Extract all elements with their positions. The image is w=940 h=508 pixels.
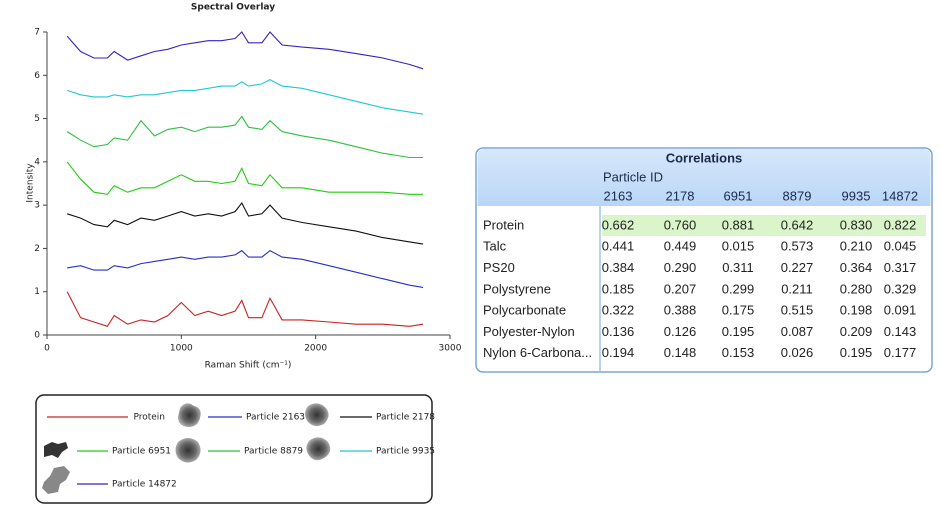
table-cell: 0.388 [664,303,697,318]
table-cell: 0.207 [664,281,697,296]
table-cell: 0.195 [840,345,873,360]
table-cell: 0.175 [722,303,755,318]
table-cell: 0.198 [840,303,873,318]
table-cell: 0.573 [781,239,814,254]
row-label: PS20 [483,260,515,275]
table-cell: 0.194 [602,345,635,360]
table-cell: 0.177 [884,345,917,360]
column-group-label: Particle ID [603,169,663,184]
table-cell: 0.045 [884,239,917,254]
table-cell: 0.384 [602,260,635,275]
table-cell: 0.329 [884,281,917,296]
table-cell: 0.227 [781,260,814,275]
table-cell: 0.662 [602,217,635,232]
particle-image [42,466,70,494]
table-cell: 0.515 [781,303,814,318]
y-tick-label: 4 [34,157,40,167]
legend-frame [35,394,433,504]
table-cell: 0.136 [602,324,635,339]
legend-label: Particle 14872 [112,480,177,490]
column-header: 2178 [666,188,695,203]
column-header: 6951 [724,188,753,203]
table-cell: 0.211 [781,281,813,296]
table-cell: 0.153 [722,345,755,360]
y-tick-label: 1 [34,287,40,297]
row-highlight [602,215,926,236]
table-cell: 0.210 [840,239,873,254]
table-cell: 0.091 [884,303,917,318]
y-tick-label: 3 [34,201,40,211]
table-cell: 0.317 [884,260,917,275]
table-cell: 0.087 [781,324,814,339]
particle-image [305,403,329,427]
column-header: 8879 [783,188,812,203]
row-label: Talc [483,239,507,254]
spectrum-line [66,31,424,70]
y-tick-label: 2 [34,244,40,254]
legend-label: Particle 9935 [376,447,435,457]
y-axis-label: Intensity [26,163,36,203]
table-cell: 0.830 [840,217,873,232]
x-tick-label: 3000 [439,344,462,354]
table-cell: 0.299 [722,281,755,296]
table-cell: 0.441 [602,239,635,254]
spectrum-line [66,161,424,195]
table-cell: 0.143 [884,324,917,339]
table-cell: 0.126 [664,324,697,339]
particle-image [306,437,331,461]
table-cell: 0.148 [664,345,697,360]
y-tick-label: 5 [34,114,40,124]
table-cell: 0.015 [722,239,755,254]
column-header: 14872 [882,188,918,203]
particle-image [175,438,201,463]
table-cell: 0.026 [781,345,814,360]
row-label: Polycarbonate [483,303,566,318]
table-cell: 0.364 [840,260,873,275]
table-title: Correlations [666,150,743,165]
table-cell: 0.290 [664,260,697,275]
particle-image [178,403,201,427]
table-cell: 0.311 [722,260,754,275]
table-cell: 0.822 [884,217,917,232]
spectrum-line [66,115,424,159]
y-tick-label: 0 [34,331,40,341]
spectrum-line [67,201,424,245]
spectrum-line [67,78,424,115]
table-cell: 0.760 [664,217,697,232]
x-tick-label: 2000 [304,344,327,354]
table-cell: 0.280 [840,281,873,296]
legend-label: Protein [133,413,165,423]
table-header-bg [477,149,931,206]
y-tick-label: 6 [34,71,40,81]
chart-title: Spectral Overlay [191,3,275,13]
legend-label: Particle 6951 [112,447,171,457]
spectrum-line [67,249,424,288]
x-axis-label: Raman Shift (cm⁻¹) [205,361,292,371]
row-label: Nylon 6-Carbona... [483,345,592,360]
particle-image [44,442,68,458]
legend-label: Particle 8879 [244,447,303,457]
table-cell: 0.642 [781,217,814,232]
y-tick-label: 7 [34,28,40,38]
legend-label: Particle 2163 [246,413,305,423]
table-cell: 0.881 [722,217,755,232]
table-cell: 0.185 [602,281,635,296]
x-tick-label: 1000 [170,344,193,354]
table-cell: 0.449 [664,239,697,254]
table-cell: 0.195 [722,324,755,339]
column-header: 2163 [604,188,633,203]
column-header: 9935 [842,188,871,203]
row-label: Polyester-Nylon [483,324,575,339]
x-tick-label: 0 [44,344,50,354]
table-cell: 0.322 [602,303,635,318]
table-cell: 0.209 [840,324,873,339]
spectrum-line [66,291,424,327]
legend-label: Particle 2178 [376,413,435,423]
row-label: Polystyrene [483,281,551,296]
row-label: Protein [483,217,524,232]
